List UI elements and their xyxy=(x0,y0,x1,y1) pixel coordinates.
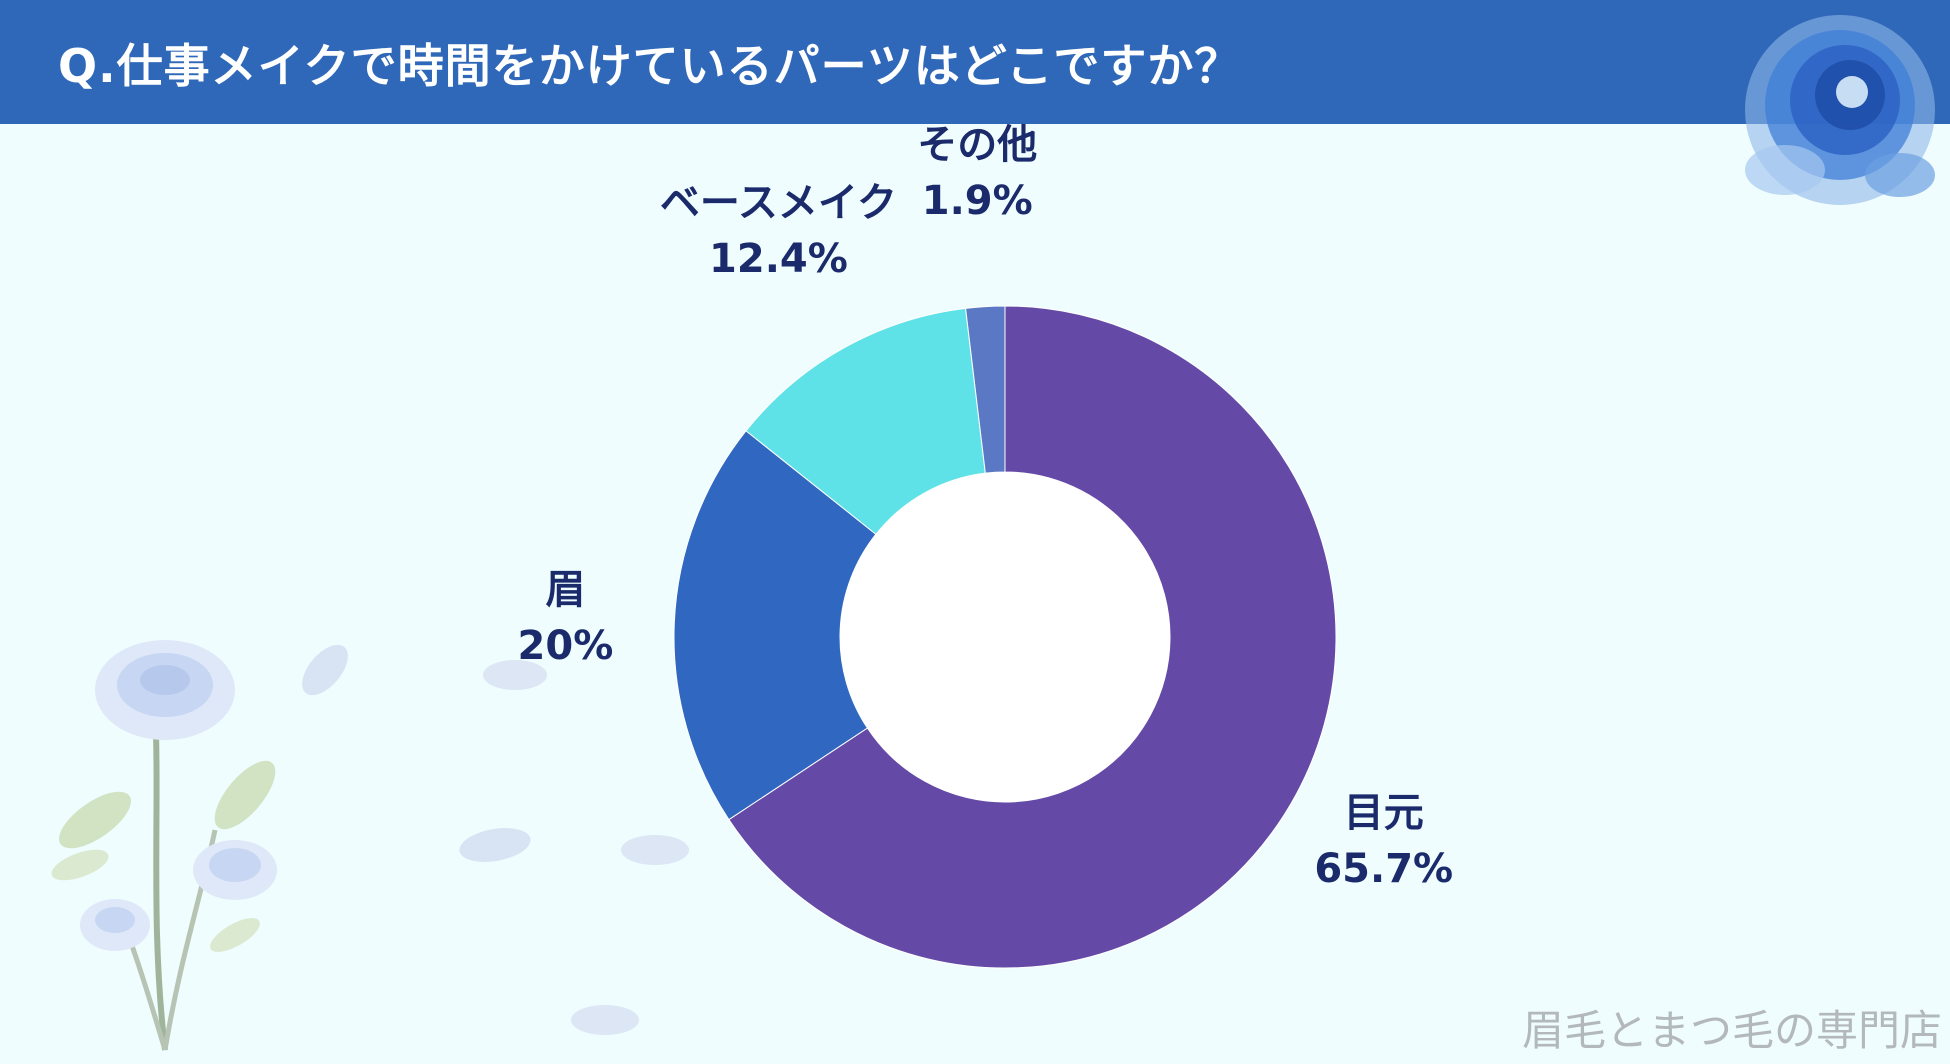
petal-decoration xyxy=(483,660,547,690)
slice-value-label: 65.7% xyxy=(1314,845,1454,892)
watermark: 眉毛とまつ毛の専門店 xyxy=(1521,1006,1942,1055)
slice-category-label: ベースメイク xyxy=(659,179,898,226)
petal-decoration xyxy=(302,644,348,696)
slice-category-label: 眉 xyxy=(545,566,586,613)
slice-label-other: その他 1.9% xyxy=(917,117,1037,229)
petal-decoration xyxy=(571,1005,639,1035)
slice-label-eye-area: 目元 65.7% xyxy=(1314,785,1453,897)
slice-label-eyebrow: 眉 20% xyxy=(518,562,614,674)
page-title: Q.仕事メイクで時間をかけているパーツはどこですか？ xyxy=(58,39,1242,93)
header-bar: Q.仕事メイクで時間をかけているパーツはどこですか？ xyxy=(0,0,1950,124)
slice-value-label: 12.4% xyxy=(709,235,848,282)
slice-category-label: 目元 xyxy=(1343,789,1424,836)
slice-category-label: その他 xyxy=(917,121,1038,168)
rose-decoration-bottom xyxy=(51,640,277,1051)
slice-value-label: 1.9% xyxy=(921,177,1033,224)
rose-decoration-top xyxy=(1745,15,1935,205)
petal-decoration xyxy=(459,828,531,862)
donut-slice-eyebrow xyxy=(673,430,877,821)
slice-value-label: 20% xyxy=(517,622,614,669)
donut-hole xyxy=(840,472,1170,802)
petal-decoration xyxy=(621,835,689,865)
slice-label-base-makeup: ベースメイク 12.4% xyxy=(660,175,897,287)
